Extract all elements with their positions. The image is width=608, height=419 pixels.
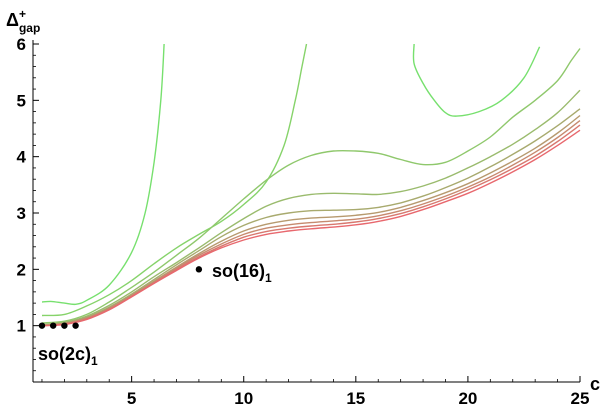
- y-tick-label: 5: [17, 91, 26, 110]
- annotation-so-2c-sub: 1: [91, 354, 98, 368]
- x-tick-label: 10: [234, 389, 253, 408]
- y-axis-title-sup: +: [19, 7, 26, 21]
- y-tick-label: 3: [17, 204, 26, 223]
- x-tick-label: 15: [346, 389, 365, 408]
- x-tick-label: 25: [571, 389, 590, 408]
- x-tick-label: 5: [127, 389, 136, 408]
- series-line-6: [41, 108, 581, 326]
- annotation-so-2c-main: so(2c): [38, 344, 91, 364]
- data-point: [38, 322, 46, 329]
- series-line-2: [41, 43, 308, 317]
- x-axis-title: c: [590, 374, 600, 394]
- data-points: [38, 266, 203, 329]
- y-axis-title-sub: gap: [19, 21, 40, 35]
- y-axis-title: Δ+ gap: [6, 7, 40, 35]
- annotation-so-2c: so(2c)1: [38, 344, 98, 368]
- series-line-1: [41, 43, 165, 306]
- annotation-so-16: so(16)1: [212, 261, 272, 285]
- data-point: [72, 322, 79, 329]
- data-point: [61, 322, 68, 329]
- series-line-10: [41, 129, 581, 327]
- y-tick-label: 4: [17, 148, 27, 167]
- annotation-so-16-main: so(16): [212, 261, 265, 281]
- x-tick-label: 20: [458, 389, 477, 408]
- annotation-so-16-sub: 1: [265, 271, 272, 285]
- data-point: [195, 266, 203, 273]
- series-line-5: [41, 89, 581, 326]
- series-lines: [41, 43, 581, 327]
- y-tick-label: 6: [17, 35, 26, 54]
- y-axis-title-base: Δ: [6, 10, 19, 30]
- x-ticks: 5 10 15 20 25: [41, 376, 590, 408]
- y-tick-label: 1: [17, 317, 26, 336]
- series-line-3: [412, 43, 541, 117]
- series-line-4: [41, 48, 581, 324]
- y-tick-label: 2: [17, 260, 26, 279]
- data-point: [49, 322, 57, 329]
- y-ticks: 1 2 3 4 5 6: [17, 35, 39, 372]
